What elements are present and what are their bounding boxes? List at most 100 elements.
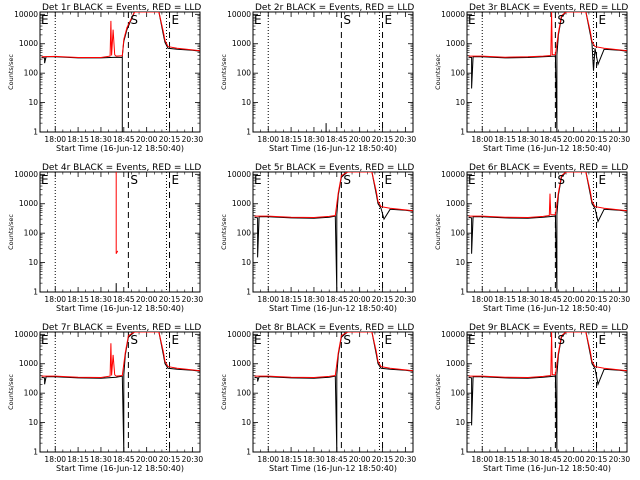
y-tick-label: 10 bbox=[241, 418, 251, 427]
x-tick-label: 18:45 bbox=[540, 455, 562, 464]
y-tick-label: 10 bbox=[241, 98, 251, 107]
panel-5: Det 5r BLACK = Events, RED = LLD 1 10 100 10… bbox=[220, 163, 416, 313]
y-tick-label: 1000 bbox=[232, 39, 251, 48]
panel-7: Det 7r BLACK = Events, RED = LLD 1 10 100 10… bbox=[7, 323, 203, 473]
x-axis-label: Start Time (16-Jun-12 18:50:40) bbox=[56, 304, 184, 313]
x-tick-label: 20:30 bbox=[182, 135, 204, 144]
plot-frame bbox=[39, 171, 201, 293]
marker-left: E bbox=[254, 333, 262, 347]
events-series-line bbox=[468, 12, 627, 132]
x-tick-label: 18:30 bbox=[90, 455, 112, 464]
y-tick-label: 1 bbox=[246, 448, 251, 457]
plot-frame bbox=[252, 11, 414, 133]
panel-title: Det 9r BLACK = Events, RED = LLD bbox=[469, 323, 628, 333]
y-tick-label: 1000 bbox=[232, 199, 251, 208]
marker-e: E bbox=[172, 173, 180, 187]
plot-frame bbox=[252, 171, 414, 293]
x-tick-label: 20:15 bbox=[159, 455, 181, 464]
plot-frame bbox=[252, 331, 414, 453]
x-tick-label: 20:15 bbox=[372, 295, 394, 304]
x-tick-label: 20:00 bbox=[136, 295, 158, 304]
y-tick-label: 10 bbox=[455, 98, 465, 107]
y-tick-label: 100 bbox=[451, 229, 466, 238]
marker-left: E bbox=[468, 173, 476, 187]
x-tick-label: 18:45 bbox=[540, 295, 562, 304]
y-tick-label: 100 bbox=[451, 389, 466, 398]
lld-series-line bbox=[468, 332, 627, 379]
y-tick-label: 1000 bbox=[232, 359, 251, 368]
x-tick-label: 18:15 bbox=[494, 295, 516, 304]
y-tick-label: 1000 bbox=[19, 199, 38, 208]
y-tick-label: 10000 bbox=[227, 170, 251, 179]
y-tick-label: 100 bbox=[24, 69, 39, 78]
x-tick-label: 18:00 bbox=[44, 455, 66, 464]
marker-s: S bbox=[130, 13, 138, 27]
plot-frame bbox=[466, 331, 628, 453]
marker-left: E bbox=[254, 173, 262, 187]
x-tick-label: 18:15 bbox=[67, 295, 89, 304]
x-tick-label: 20:15 bbox=[586, 295, 608, 304]
lld-series-line bbox=[254, 332, 413, 379]
x-tick-label: 20:15 bbox=[372, 135, 394, 144]
x-tick-label: 20:00 bbox=[136, 135, 158, 144]
y-tick-label: 100 bbox=[237, 69, 252, 78]
y-tick-label: 100 bbox=[237, 229, 252, 238]
x-tick-label: 20:30 bbox=[182, 295, 204, 304]
y-axis-label: Counts/sec bbox=[7, 54, 15, 90]
x-tick-label: 20:15 bbox=[159, 135, 181, 144]
x-tick-label: 18:00 bbox=[471, 135, 493, 144]
events-series-line bbox=[41, 332, 200, 452]
y-tick-label: 1 bbox=[246, 128, 251, 137]
lld-series-line bbox=[468, 172, 627, 219]
x-tick-label: 20:15 bbox=[586, 455, 608, 464]
x-axis-label: Start Time (16-Jun-12 18:50:40) bbox=[56, 464, 184, 473]
y-tick-label: 100 bbox=[24, 389, 39, 398]
x-tick-label: 20:00 bbox=[563, 295, 585, 304]
plot-frame bbox=[39, 331, 201, 453]
x-axis-label: Start Time (16-Jun-12 18:50:40) bbox=[483, 464, 611, 473]
x-tick-label: 18:00 bbox=[44, 295, 66, 304]
marker-left: E bbox=[41, 173, 49, 187]
y-tick-label: 1000 bbox=[19, 39, 38, 48]
x-tick-label: 18:00 bbox=[257, 295, 279, 304]
y-tick-label: 1000 bbox=[19, 359, 38, 368]
panel-4: Det 4r BLACK = Events, RED = LLD 1 10 100 10… bbox=[7, 163, 203, 313]
events-series-line bbox=[254, 172, 413, 292]
x-tick-label: 18:30 bbox=[303, 455, 325, 464]
y-tick-label: 1 bbox=[460, 128, 465, 137]
x-tick-label: 18:45 bbox=[113, 135, 135, 144]
x-axis-label: Start Time (16-Jun-12 18:50:40) bbox=[269, 304, 397, 313]
marker-e: E bbox=[385, 173, 393, 187]
marker-s: S bbox=[557, 333, 565, 347]
panel-title: Det 8r BLACK = Events, RED = LLD bbox=[255, 323, 414, 333]
panel-title: Det 7r BLACK = Events, RED = LLD bbox=[42, 323, 201, 333]
y-tick-label: 10000 bbox=[14, 10, 38, 19]
x-tick-label: 18:45 bbox=[113, 295, 135, 304]
x-tick-label: 20:30 bbox=[609, 135, 631, 144]
x-axis-label: Start Time (16-Jun-12 18:50:40) bbox=[269, 464, 397, 473]
panel-1: Det 1r BLACK = Events, RED = LLD 1 10 100 10… bbox=[7, 3, 203, 153]
x-tick-label: 20:15 bbox=[159, 295, 181, 304]
y-tick-label: 1 bbox=[33, 128, 38, 137]
x-tick-label: 18:15 bbox=[280, 455, 302, 464]
y-axis-label: Counts/sec bbox=[220, 54, 228, 90]
panel-title: Det 1r BLACK = Events, RED = LLD bbox=[42, 3, 201, 13]
y-tick-label: 100 bbox=[24, 229, 39, 238]
marker-left: E bbox=[468, 13, 476, 27]
x-tick-label: 18:30 bbox=[517, 135, 539, 144]
y-tick-label: 1 bbox=[33, 288, 38, 297]
marker-s: S bbox=[343, 333, 351, 347]
events-series-line bbox=[41, 12, 200, 132]
lld-series-line bbox=[254, 172, 413, 219]
marker-s: S bbox=[343, 13, 351, 27]
x-tick-label: 18:30 bbox=[90, 295, 112, 304]
lld-series-line bbox=[41, 12, 200, 58]
y-tick-label: 10 bbox=[28, 98, 38, 107]
y-tick-label: 10 bbox=[28, 258, 38, 267]
x-tick-label: 20:00 bbox=[349, 455, 371, 464]
x-axis-label: Start Time (16-Jun-12 18:50:40) bbox=[269, 144, 397, 153]
x-tick-label: 20:30 bbox=[609, 295, 631, 304]
marker-s: S bbox=[557, 173, 565, 187]
y-tick-label: 10 bbox=[455, 258, 465, 267]
